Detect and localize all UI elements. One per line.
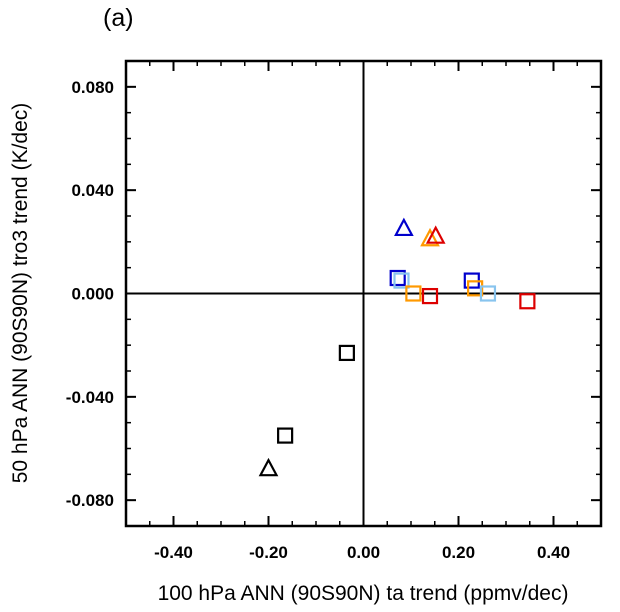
x-tick-label: 0.00 bbox=[347, 543, 380, 562]
square-marker bbox=[479, 285, 497, 302]
y-tick-label: 0.000 bbox=[71, 285, 114, 304]
triangle-marker bbox=[394, 217, 414, 237]
square-marker bbox=[421, 287, 439, 305]
axis-ticks bbox=[125, 60, 602, 527]
square-marker bbox=[467, 280, 484, 297]
x-tick-label: 0.40 bbox=[537, 543, 570, 562]
square-marker bbox=[519, 293, 536, 310]
y-tick-label: 0.080 bbox=[71, 78, 114, 97]
y-tick-label: -0.040 bbox=[66, 388, 114, 407]
square-marker bbox=[277, 427, 294, 444]
x-axis-title: 100 hPa ANN (90S90N) ta trend (ppmv/dec) bbox=[158, 582, 569, 605]
triangle-marker bbox=[425, 225, 446, 244]
y-tick-label: 0.040 bbox=[71, 181, 114, 200]
square-marker bbox=[393, 272, 410, 289]
x-tick-label: -0.20 bbox=[249, 543, 288, 562]
square-marker bbox=[338, 344, 355, 362]
square-marker bbox=[405, 285, 422, 302]
x-tick-label: 0.20 bbox=[442, 543, 475, 562]
triangle-marker bbox=[258, 457, 279, 477]
tick-labels: -0.40 -0.20 0.00 0.20 0.40 -0.080 -0.040 0.000 0… bbox=[66, 78, 570, 562]
square-marker bbox=[389, 269, 406, 287]
x-tick-label: -0.40 bbox=[154, 543, 193, 562]
triangle-marker bbox=[420, 227, 440, 247]
y-tick-label: -0.080 bbox=[66, 491, 114, 510]
data-points bbox=[258, 217, 536, 477]
panel-label: (a) bbox=[103, 4, 134, 32]
y-axis-title: 50 hPa ANN (90S90N) tro3 trend (K/dec) bbox=[9, 103, 32, 484]
